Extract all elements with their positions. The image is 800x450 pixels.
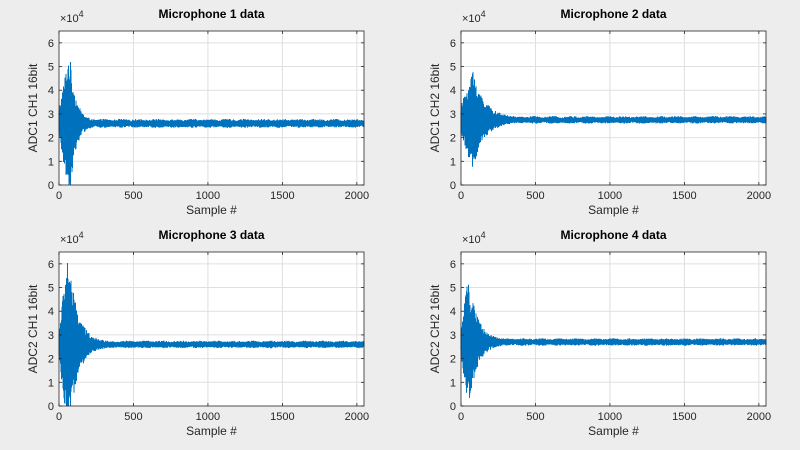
x-tick-label: 1500 [270,190,294,202]
axes-background [461,252,766,406]
y-exponent-base: ×10 [60,13,79,25]
y-exponent-label: ×104 [462,230,486,246]
y-axis-label: ADC1 CH1 16bit [26,63,40,152]
x-tick-label: 2000 [345,411,369,423]
axes-box [58,251,365,407]
x-tick-label: 1000 [196,411,220,423]
plot-title: Microphone 2 data [560,7,666,21]
x-axis-label: Sample # [186,424,237,438]
signal-trace [58,262,365,407]
y-tick-label: 1 [48,377,54,389]
x-axis-label: Sample # [588,203,639,217]
y-exponent-label: ×104 [60,230,84,246]
y-tick-label: 6 [450,259,456,271]
x-tick-label: 2000 [747,190,771,202]
axes-background [59,252,364,406]
y-tick-label: 5 [450,283,456,295]
y-tick-label: 4 [48,85,54,97]
y-tick-label: 5 [48,62,54,74]
x-tick-label: 2000 [345,190,369,202]
plot-title: Microphone 1 data [158,7,264,21]
y-tick-label: 2 [450,133,456,145]
y-tick-label: 0 [450,401,456,413]
y-tick-label: 2 [48,354,54,366]
x-tick-label: 500 [124,190,142,202]
y-exponent-base: ×10 [462,13,481,25]
x-tick-label: 500 [124,411,142,423]
y-tick-label: 1 [450,156,456,168]
y-tick-label: 2 [450,354,456,366]
y-tick-label: 5 [48,283,54,295]
signal-trace [58,61,365,186]
x-tick-label: 1000 [598,190,622,202]
x-tick-label: 0 [56,411,62,423]
y-tick-label: 6 [48,259,54,271]
x-tick-label: 1500 [672,411,696,423]
y-tick-label: 1 [450,377,456,389]
y-exponent-power: 4 [79,230,84,240]
x-tick-label: 1000 [196,190,220,202]
plot-title: Microphone 3 data [158,228,264,242]
y-tick-label: 4 [48,306,54,318]
x-tick-label: 0 [56,190,62,202]
signal-trace [460,72,767,167]
y-exponent-base: ×10 [462,234,481,246]
y-axis-label: ADC2 CH1 16bit [26,284,40,373]
x-tick-label: 1500 [270,411,294,423]
x-tick-label: 500 [526,411,544,423]
y-tick-label: 0 [450,180,456,192]
axes-background [461,31,766,185]
x-tick-label: 0 [458,411,464,423]
y-tick-label: 6 [450,38,456,50]
axes-box [58,30,365,186]
y-tick-label: 3 [48,330,54,342]
y-tick-label: 6 [48,38,54,50]
x-tick-label: 2000 [747,411,771,423]
y-tick-label: 1 [48,156,54,168]
y-tick-label: 4 [450,85,456,97]
y-exponent-power: 4 [79,9,84,19]
axes-box [460,251,767,407]
signal-trace [460,284,767,398]
x-tick-label: 1500 [672,190,696,202]
y-exponent-power: 4 [481,230,486,240]
y-tick-label: 0 [48,180,54,192]
x-tick-label: 1000 [598,411,622,423]
y-tick-label: 5 [450,62,456,74]
y-axis-label: ADC1 CH2 16bit [428,63,442,152]
x-axis-label: Sample # [186,203,237,217]
y-tick-label: 4 [450,306,456,318]
y-tick-label: 2 [48,133,54,145]
y-axis-label: ADC2 CH2 16bit [428,284,442,373]
y-tick-label: 3 [48,109,54,121]
x-tick-label: 0 [458,190,464,202]
y-exponent-label: ×104 [60,9,84,25]
x-tick-label: 500 [526,190,544,202]
y-tick-label: 0 [48,401,54,413]
y-exponent-label: ×104 [462,9,486,25]
y-tick-label: 3 [450,330,456,342]
y-tick-label: 3 [450,109,456,121]
x-axis-label: Sample # [588,424,639,438]
plot-title: Microphone 4 data [560,228,666,242]
axes-background [59,31,364,185]
y-exponent-power: 4 [481,9,486,19]
y-exponent-base: ×10 [60,234,79,246]
axes-box [460,30,767,186]
